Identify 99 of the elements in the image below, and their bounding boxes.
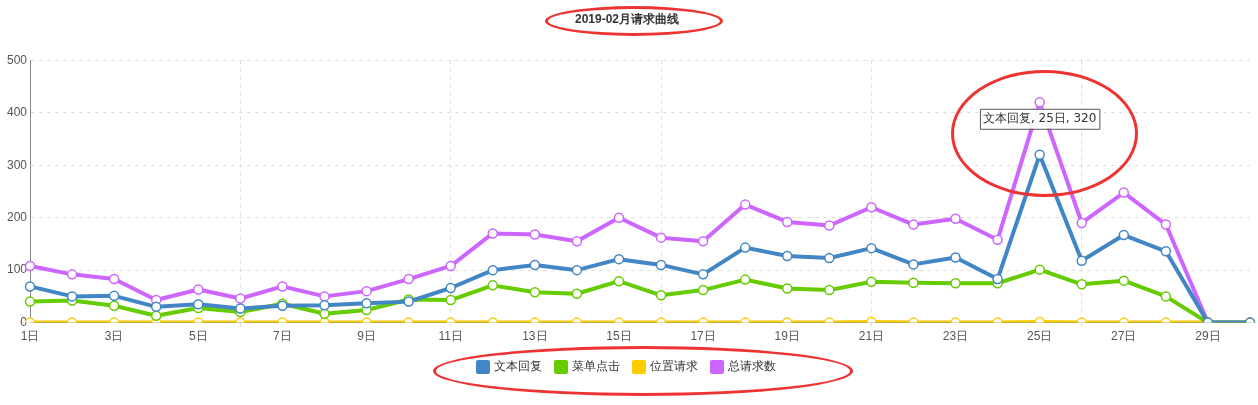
point [108,273,120,285]
point [739,199,751,210]
point [487,228,499,239]
point [108,290,120,302]
point [1076,279,1087,290]
point [1076,217,1087,229]
point [950,252,961,263]
point [487,280,499,291]
point [193,284,204,295]
point [150,301,162,313]
point [235,293,246,304]
point [1118,187,1130,198]
point [24,281,36,292]
point [1034,97,1045,108]
y-tick-label: 500 [6,52,28,67]
point [361,297,372,309]
x-tick-label: 9日 [357,329,376,344]
point [1118,275,1130,286]
point [235,303,246,314]
y-tick-label: 100 [6,262,28,277]
point [571,264,583,276]
point [66,269,78,280]
x-tick-label: 25日 [1026,329,1053,344]
point [782,216,793,228]
point [697,236,709,247]
point [319,300,330,311]
point [655,232,667,243]
x-tick-label: 29日 [1195,329,1221,344]
point [529,286,541,298]
point [950,278,961,289]
x-tick-label: 21日 [858,329,885,344]
point [403,273,414,285]
point [655,290,667,301]
point [319,291,330,302]
point [1160,246,1172,257]
point [361,285,372,297]
point [950,213,961,225]
x-tick-label: 23日 [942,329,969,344]
x-tick-label: 3日 [104,329,124,344]
y-tick-label: 300 [6,157,28,172]
point [319,308,330,319]
x-tick-label: 1日 [20,329,40,344]
y-tick-label: 0 [20,314,28,329]
x-tick-label: 19日 [774,329,800,344]
point [866,201,877,213]
legend-label: 文本回复 [494,359,542,374]
legend-label: 位置请求 [650,359,698,374]
point [782,250,793,262]
y-tick-label: 400 [6,105,28,120]
point [445,282,456,294]
point [908,259,919,270]
point [655,259,667,271]
annotation: 文本回复, 25日, 320 [982,111,1097,126]
x-tick-label: 5日 [188,329,208,344]
x-tick-label: 11日 [438,329,463,344]
point [571,236,583,247]
point [66,291,78,302]
point [445,294,456,306]
point [613,275,625,287]
legend-label: 菜单点击 [572,359,620,374]
point [571,288,583,300]
y-tick-label: 200 [6,210,28,225]
x-tick-label: 13日 [522,329,548,344]
point [193,299,204,310]
point [908,219,919,230]
legend-label: 总请求数 [727,359,776,374]
point [824,252,835,264]
chart-title: 2019-02月请求曲线 [574,11,680,26]
point [150,310,162,322]
point [824,284,835,296]
point [697,269,709,280]
point [108,300,120,312]
point [739,242,751,253]
point [1034,264,1045,275]
point [24,296,36,307]
point [613,253,625,265]
point [1118,229,1130,241]
point [866,242,877,254]
point [445,260,456,272]
point [908,277,919,288]
point [782,283,793,294]
point [824,220,835,231]
point [739,274,751,285]
point [529,229,541,240]
x-tick-label: 17日 [690,329,716,344]
point [1160,291,1172,302]
point [487,264,499,276]
point [529,259,541,271]
point [697,284,709,296]
point [992,234,1003,245]
point [1076,255,1087,266]
point [992,273,1003,285]
x-tick-label: 27日 [1111,329,1137,344]
point [1160,219,1172,230]
point [866,276,877,287]
point [277,281,288,292]
x-tick-label: 15日 [606,329,632,344]
point [613,212,625,223]
x-tick-label: 7日 [273,329,292,344]
